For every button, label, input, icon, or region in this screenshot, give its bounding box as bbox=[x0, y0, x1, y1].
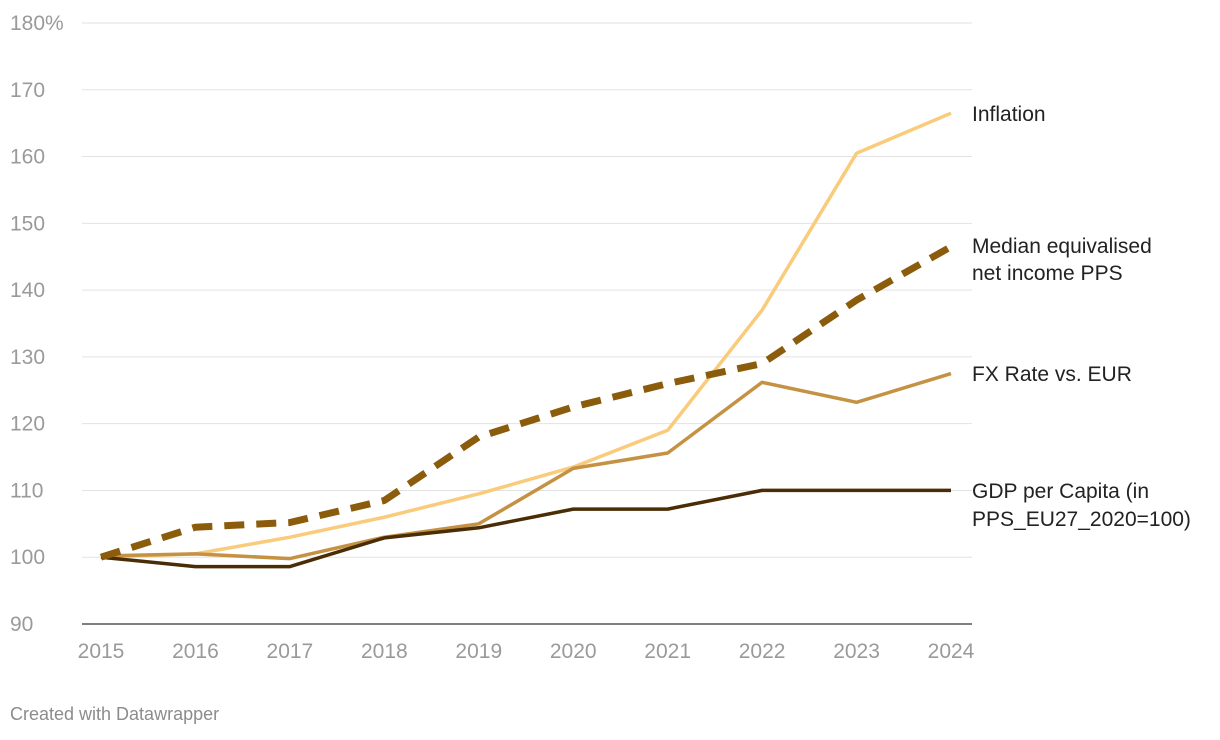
x-axis-ticks: 2015 2016 2017 2018 2019 2020 2021 2022 2023 2024 bbox=[78, 640, 975, 663]
series-line-fx-rate-vs-eur bbox=[100, 371, 952, 561]
gridlines bbox=[82, 22, 972, 625]
y-tick-label: 160 bbox=[10, 146, 45, 169]
series-labels: Inflation Median equivalised net income PP… bbox=[972, 103, 1191, 531]
y-tick-label: 130 bbox=[10, 346, 45, 369]
x-tick-label: 2016 bbox=[172, 640, 219, 663]
y-tick-label: 120 bbox=[10, 413, 45, 436]
series-label: PPS_EU27_2020=100) bbox=[972, 508, 1191, 531]
series-line-inflation bbox=[100, 111, 952, 559]
y-tick-label: 90 bbox=[10, 613, 33, 636]
series-line-gdp-per-capita-in-pps-eu27-2020-100 bbox=[100, 488, 951, 569]
y-tick-label: 140 bbox=[10, 279, 45, 302]
y-tick-label: 110 bbox=[10, 479, 43, 502]
y-tick-label: 180% bbox=[10, 12, 64, 35]
series-lines bbox=[99, 111, 953, 569]
x-tick-label: 2021 bbox=[644, 640, 691, 663]
x-tick-label: 2024 bbox=[928, 640, 975, 663]
x-tick-label: 2018 bbox=[361, 640, 408, 663]
y-tick-label: 150 bbox=[10, 212, 45, 235]
x-tick-label: 2023 bbox=[833, 640, 880, 663]
series-label: GDP per Capita (in bbox=[972, 480, 1149, 503]
series-label: Median equivalised bbox=[972, 235, 1152, 258]
series-line-median-equivalised-net-income-pps bbox=[99, 243, 953, 561]
y-tick-label: 100 bbox=[10, 546, 45, 569]
x-tick-label: 2017 bbox=[267, 640, 314, 663]
y-tick-label: 170 bbox=[10, 79, 45, 102]
series-label: FX Rate vs. EUR bbox=[972, 363, 1132, 386]
y-axis-ticks: 90 100 110 120 130 140 150 160 170 180% bbox=[10, 12, 64, 636]
series-label: net income PPS bbox=[972, 262, 1123, 285]
series-label: Inflation bbox=[972, 103, 1046, 126]
x-tick-label: 2020 bbox=[550, 640, 597, 663]
x-tick-label: 2022 bbox=[739, 640, 786, 663]
x-tick-label: 2019 bbox=[455, 640, 502, 663]
credit-note: Created with Datawrapper bbox=[10, 704, 220, 724]
x-tick-label: 2015 bbox=[78, 640, 125, 663]
